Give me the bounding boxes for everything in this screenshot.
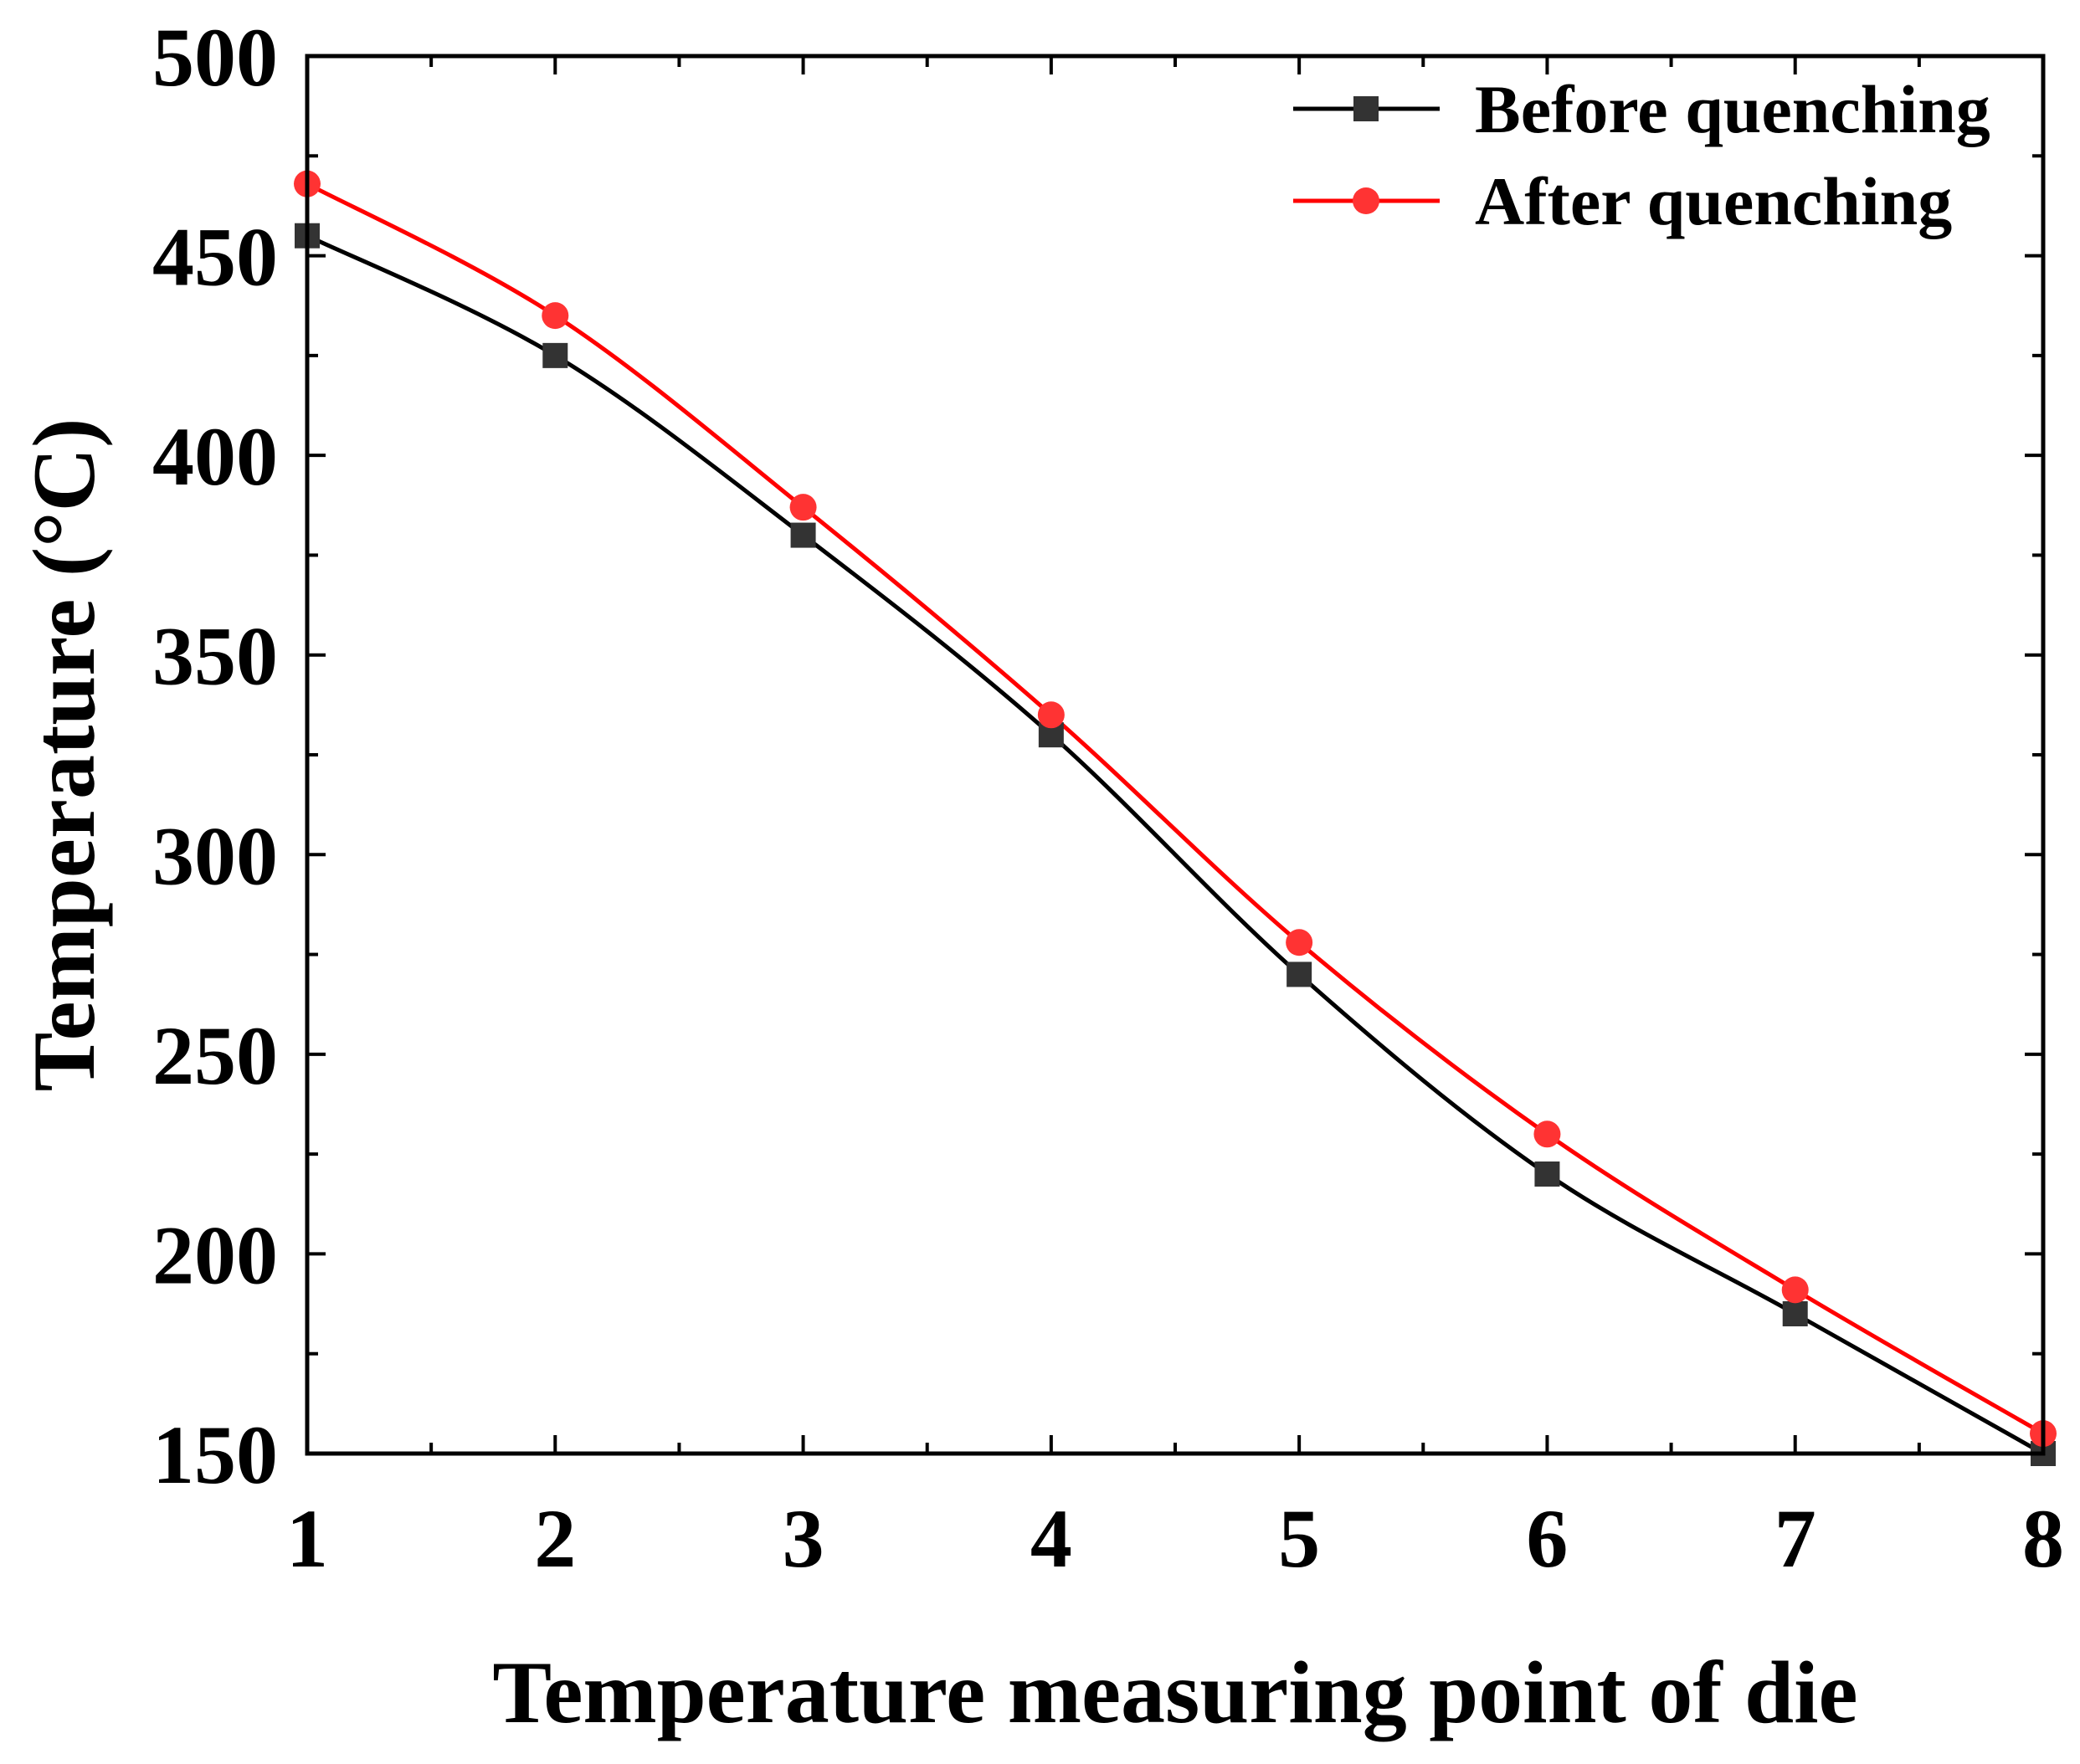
- data-point-square: [1287, 961, 1312, 987]
- legend-marker-circle: [1353, 187, 1379, 214]
- axis-ticks: [306, 54, 2045, 1455]
- x-tick-label: 5: [1278, 1492, 1320, 1585]
- data-point-circle: [542, 302, 569, 330]
- legend-marker-square: [1353, 96, 1379, 121]
- x-tick-label: 7: [1774, 1492, 1816, 1585]
- legend: Before quenching After quenching: [1293, 71, 1990, 239]
- x-tick-label: 8: [2022, 1492, 2064, 1585]
- legend-label-1: After quenching: [1475, 163, 1952, 239]
- y-tick-label: 300: [152, 809, 278, 902]
- data-point-circle: [1781, 1276, 1809, 1304]
- data-point-square: [790, 522, 816, 548]
- x-axis-title: Temperature measuring point of die: [492, 1643, 1857, 1741]
- y-tick-label: 400: [152, 410, 278, 503]
- series-line-1: [305, 182, 2046, 1436]
- data-point-circle: [789, 494, 817, 521]
- data-point-square: [1782, 1301, 1808, 1326]
- y-axis-title: Temperature (°C): [15, 418, 113, 1092]
- y-tick-label: 150: [152, 1408, 278, 1501]
- y-tick-label: 350: [152, 610, 278, 703]
- y-tick-label: 450: [152, 211, 278, 304]
- x-tick-label: 3: [783, 1492, 824, 1585]
- legend-label-0: Before quenching: [1475, 71, 1990, 147]
- y-tick-label: 500: [152, 11, 278, 104]
- data-point-circle: [1037, 701, 1065, 729]
- data-point-circle: [1533, 1120, 1561, 1148]
- y-tick-labels: 150 200 250 300 350 400 450 500: [152, 11, 278, 1501]
- x-tick-label: 1: [286, 1492, 328, 1585]
- x-tick-label: 2: [534, 1492, 576, 1585]
- y-tick-label: 200: [152, 1208, 278, 1301]
- data-point-circle: [1286, 929, 1313, 956]
- series-line-0: [305, 233, 2046, 1456]
- series-lines: [305, 182, 2046, 1456]
- y-tick-label: 250: [152, 1009, 278, 1102]
- x-tick-label: 4: [1030, 1492, 1072, 1585]
- x-tick-labels: 1 2 3 4 5 6 7 8: [286, 1492, 2064, 1585]
- data-point-square: [542, 342, 568, 368]
- data-point-square: [1534, 1161, 1560, 1187]
- x-tick-label: 6: [1526, 1492, 1568, 1585]
